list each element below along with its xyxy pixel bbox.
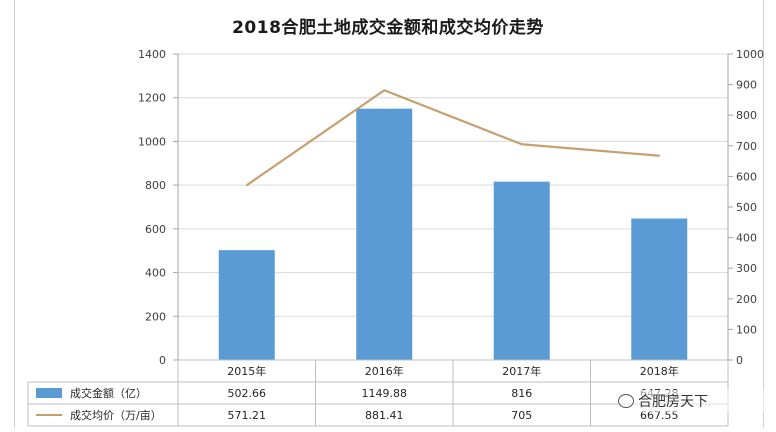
y-right-tick-label: 400 bbox=[736, 232, 757, 245]
x-tick-label: 2015年 bbox=[227, 364, 266, 378]
y-right-tick-label: 800 bbox=[736, 109, 757, 122]
y-right-tick-label: 0 bbox=[736, 354, 743, 367]
bar bbox=[218, 250, 275, 360]
x-tick-label: 2016年 bbox=[365, 364, 404, 378]
y-right-tick-label: 200 bbox=[736, 293, 757, 306]
table-cell-value: 1149.88 bbox=[362, 387, 408, 400]
y-left-tick-label: 400 bbox=[145, 267, 166, 280]
table-cell-value: 705 bbox=[511, 409, 532, 422]
x-tick-label: 2017年 bbox=[502, 364, 541, 378]
line-point bbox=[520, 143, 523, 146]
line-point bbox=[245, 184, 248, 187]
y-left-tick-label: 1400 bbox=[138, 48, 166, 61]
y-left-tick-label: 600 bbox=[145, 223, 166, 236]
y-left-tick-label: 1000 bbox=[138, 135, 166, 148]
bar bbox=[631, 218, 688, 360]
y-left-tick-label: 0 bbox=[159, 354, 166, 367]
chart-title: 2018合肥土地成交金额和成交均价走势 bbox=[232, 18, 544, 38]
legend-label: 成交金额（亿） bbox=[70, 386, 147, 400]
line-point bbox=[383, 89, 386, 92]
y-right-tick-label: 300 bbox=[736, 262, 757, 275]
table-cell-value: 667.55 bbox=[640, 409, 679, 422]
watermark: 合肥房天下 bbox=[618, 390, 768, 412]
y-right-tick-label: 900 bbox=[736, 79, 757, 92]
y-right-tick-label: 1000 bbox=[736, 48, 764, 61]
line-series bbox=[246, 89, 660, 187]
x-tick-label: 2018年 bbox=[640, 364, 679, 378]
y-left-tick-label: 200 bbox=[145, 310, 166, 323]
table-cell-value: 881.41 bbox=[365, 409, 404, 422]
watermark-text: 合肥房天下 bbox=[638, 394, 708, 410]
table-cell-value: 571.21 bbox=[228, 409, 267, 422]
line-point bbox=[658, 154, 661, 157]
y-right-tick-label: 600 bbox=[736, 170, 757, 183]
y-right-tick-label: 100 bbox=[736, 323, 757, 336]
bar bbox=[356, 108, 413, 360]
legend-key-bar bbox=[36, 388, 62, 398]
legend-label: 成交均价（万/亩） bbox=[70, 408, 162, 422]
bar bbox=[493, 181, 550, 360]
y-left-tick-label: 1200 bbox=[138, 92, 166, 105]
table-cell-value: 816 bbox=[511, 387, 532, 400]
y-right-tick-label: 500 bbox=[736, 201, 757, 214]
table-cell-value: 502.66 bbox=[228, 387, 267, 400]
y-left-tick-label: 800 bbox=[145, 179, 166, 192]
wechat-icon bbox=[618, 394, 634, 408]
y-right-tick-label: 700 bbox=[736, 140, 757, 153]
